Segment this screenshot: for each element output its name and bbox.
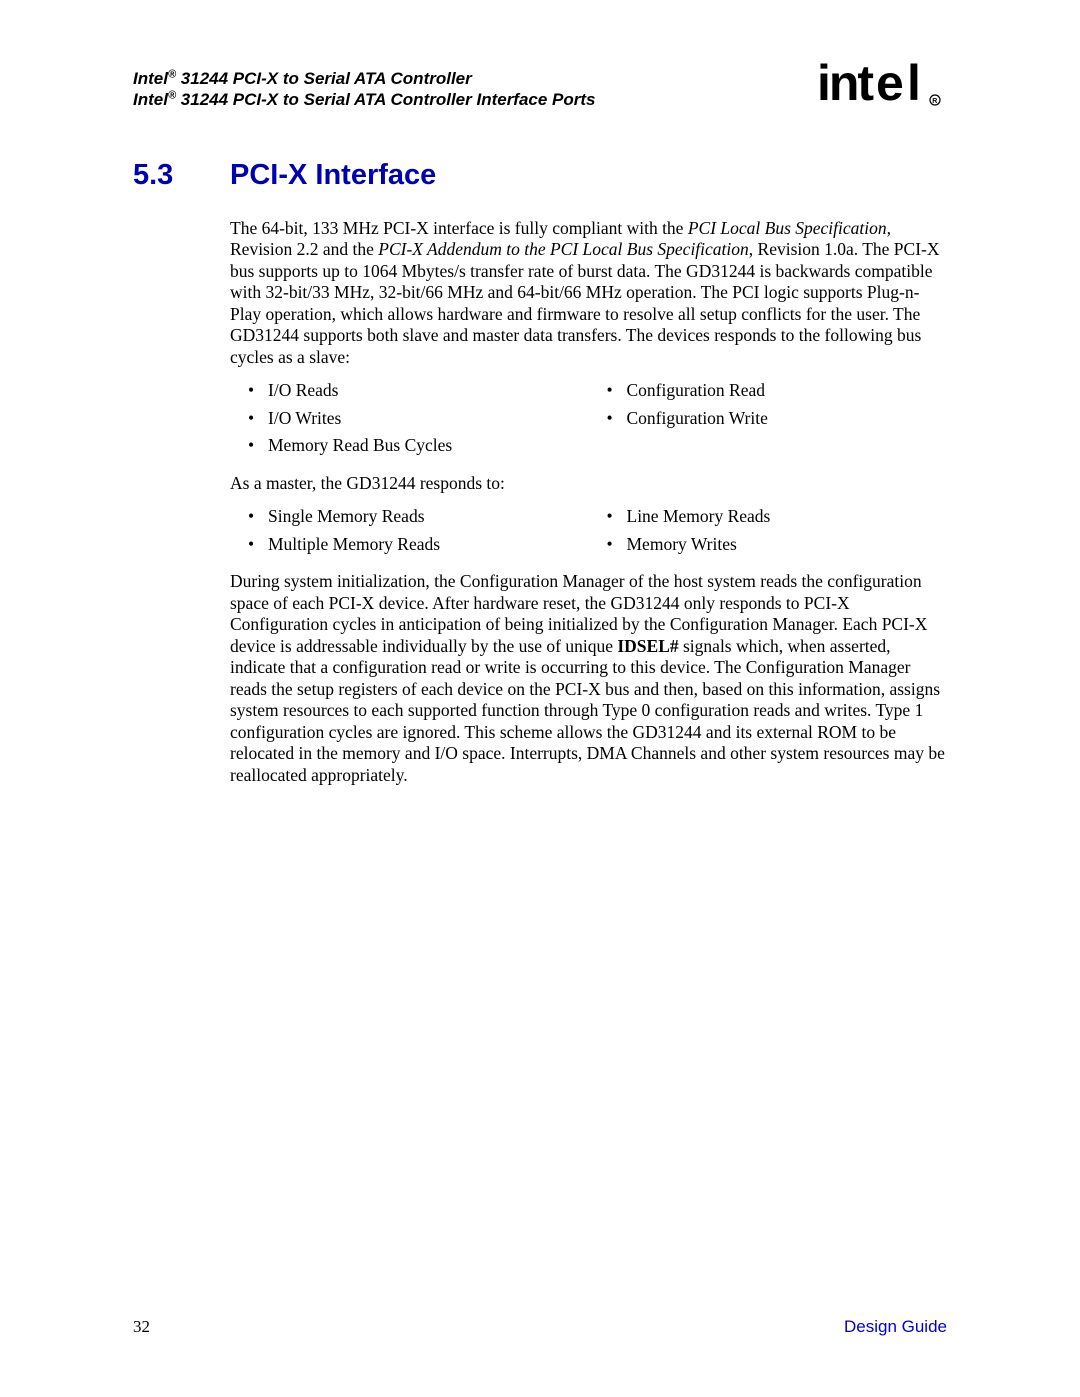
list-item: Single Memory Reads [230, 506, 589, 528]
list-item: I/O Writes [230, 408, 589, 430]
bullet-col-left-2: Single Memory Reads Multiple Memory Read… [230, 506, 589, 561]
section-title: PCI-X Interface [230, 159, 436, 192]
paragraph-1: The 64-bit, 133 MHz PCI-X interface is f… [230, 218, 947, 369]
header-reg-1: ® [168, 68, 176, 80]
bullet-col-right-2: Line Memory Reads Memory Writes [589, 506, 948, 561]
svg-text:l: l [907, 58, 921, 111]
bullet-col-left-1: I/O Reads I/O Writes Memory Read Bus Cyc… [230, 380, 589, 463]
paragraph-3: During system initialization, the Config… [230, 571, 947, 786]
section-number: 5.3 [133, 159, 230, 192]
header-brand-2: Intel [133, 90, 168, 109]
header-reg-2: ® [168, 90, 176, 102]
bullet-col-right-1: Configuration Read Configuration Write [589, 380, 948, 463]
header-brand-1: Intel [133, 69, 168, 88]
list-item: I/O Reads [230, 380, 589, 402]
intel-logo: int e l R [817, 58, 947, 118]
paragraph-2: As a master, the GD31244 responds to: [230, 473, 947, 495]
list-item: Line Memory Reads [589, 506, 948, 528]
footer: 32 Design Guide [133, 1317, 947, 1337]
list-item: Configuration Write [589, 408, 948, 430]
header-title-1: 31244 PCI-X to Serial ATA Controller [176, 69, 472, 88]
bullet-group-1: I/O Reads I/O Writes Memory Read Bus Cyc… [230, 380, 947, 463]
footer-guide-label: Design Guide [844, 1317, 947, 1337]
header-title-2: 31244 PCI-X to Serial ATA Controller Int… [176, 90, 595, 109]
svg-text:R: R [932, 98, 937, 105]
list-item: Configuration Read [589, 380, 948, 402]
page-number: 32 [133, 1317, 150, 1337]
section-heading: 5.3PCI-X Interface [133, 159, 947, 192]
svg-text:int: int [817, 58, 874, 111]
svg-text:e: e [876, 58, 904, 111]
list-item: Multiple Memory Reads [230, 534, 589, 556]
bullet-group-2: Single Memory Reads Multiple Memory Read… [230, 506, 947, 561]
list-item: Memory Read Bus Cycles [230, 435, 589, 457]
list-item: Memory Writes [589, 534, 948, 556]
body-content: The 64-bit, 133 MHz PCI-X interface is f… [230, 218, 947, 787]
